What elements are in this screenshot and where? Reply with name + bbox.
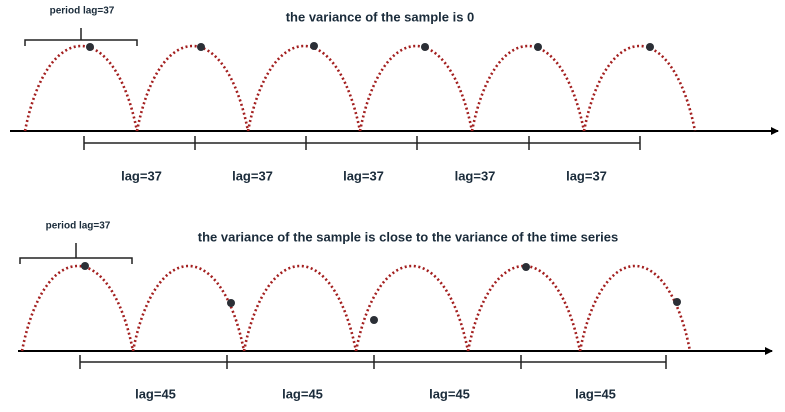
panel-title: the variance of the sample is close to t… xyxy=(198,229,619,244)
lag-label: lag=37 xyxy=(566,168,607,183)
period-label: period lag=37 xyxy=(50,6,115,17)
lag-label: lag=37 xyxy=(343,168,384,183)
sample-point xyxy=(81,262,89,270)
lag-label: lag=37 xyxy=(121,168,162,183)
series-arch xyxy=(358,44,474,132)
period-bracket xyxy=(24,28,138,46)
series-arch xyxy=(354,264,470,352)
lag-label: lag=45 xyxy=(575,386,616,401)
sample-point xyxy=(673,298,681,306)
series-arch xyxy=(582,44,697,132)
lag-label: lag=45 xyxy=(429,386,470,401)
sample-point xyxy=(646,43,654,51)
series-arch xyxy=(131,264,246,352)
period-label: period lag=37 xyxy=(46,221,111,232)
lag-label: lag=37 xyxy=(455,168,496,183)
sample-point xyxy=(534,43,542,51)
lag-label: lag=45 xyxy=(135,386,176,401)
sample-point xyxy=(86,43,94,51)
series-arch xyxy=(466,264,582,352)
series-arch xyxy=(578,264,692,352)
sample-point xyxy=(197,43,205,51)
series-arch xyxy=(470,44,586,132)
lag-label: lag=37 xyxy=(232,168,273,183)
series-arch xyxy=(20,264,135,352)
panel-title: the variance of the sample is 0 xyxy=(286,9,475,24)
period-bracket xyxy=(19,243,133,264)
sample-point xyxy=(370,316,378,324)
sample-point xyxy=(421,43,429,51)
sample-point xyxy=(227,299,235,307)
lag-label: lag=45 xyxy=(282,386,323,401)
sample-point xyxy=(522,263,530,271)
sample-point xyxy=(310,42,318,50)
series-arch xyxy=(23,44,139,132)
series-arch xyxy=(135,44,250,132)
series-arch xyxy=(242,264,358,352)
series-arch xyxy=(246,44,362,132)
